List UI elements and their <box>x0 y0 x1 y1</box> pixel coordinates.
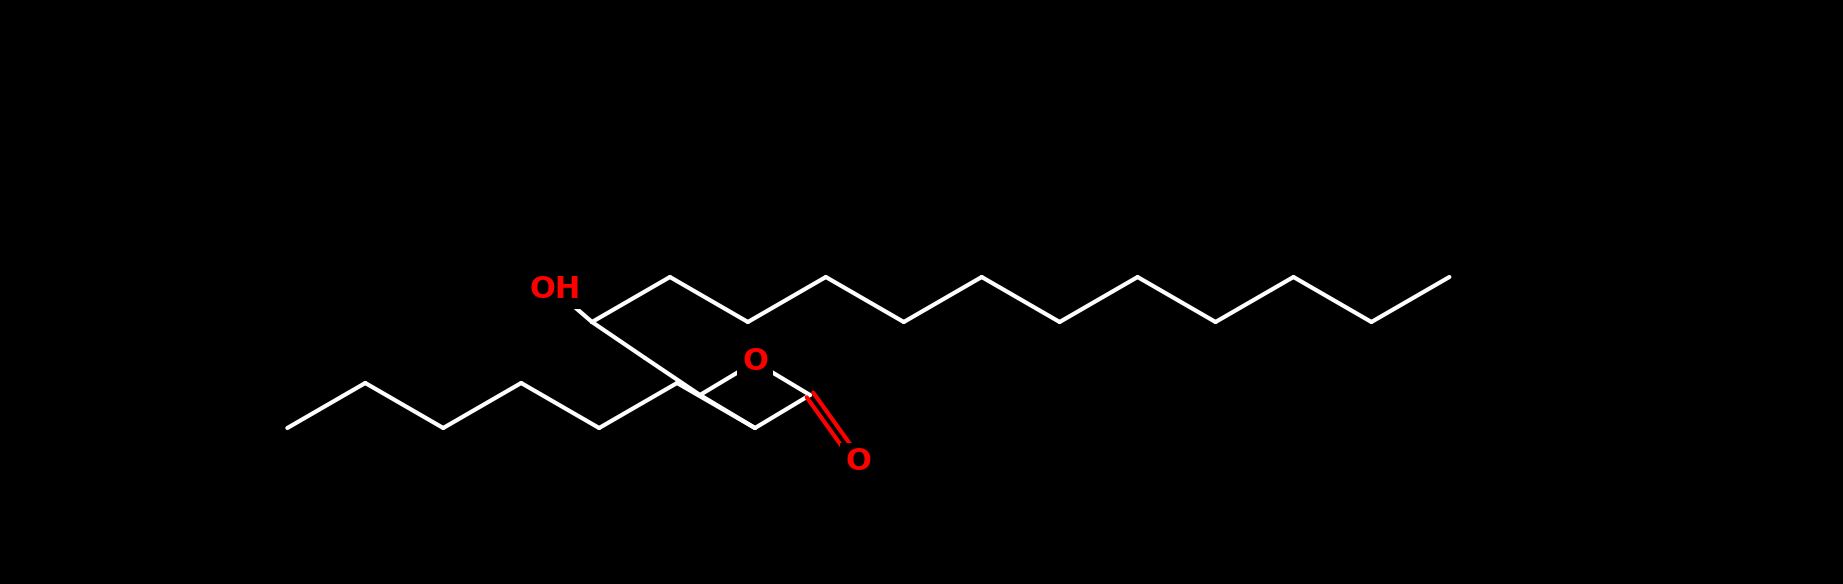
Text: O: O <box>743 347 769 377</box>
Text: O: O <box>846 447 872 477</box>
Text: OH: OH <box>529 276 581 304</box>
